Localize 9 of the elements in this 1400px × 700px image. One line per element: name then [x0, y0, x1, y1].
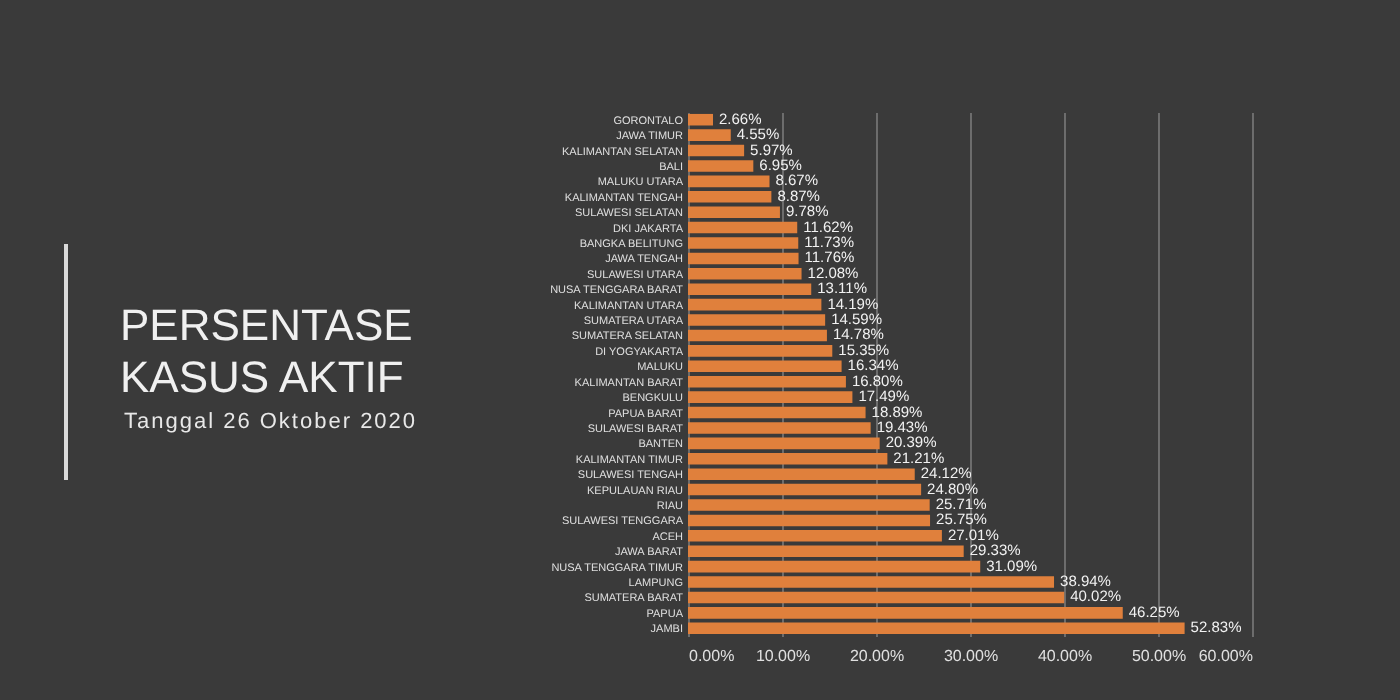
- x-tick-label: 0.00%: [689, 647, 735, 665]
- x-tick-label: 30.00%: [943, 647, 999, 665]
- x-tick-label: 10.00%: [755, 647, 811, 665]
- x-tick-label: 40.00%: [1037, 647, 1093, 665]
- text: Tanggal 26 Oktober 2020: [124, 410, 418, 434]
- x-tick-label: 20.00%: [849, 647, 905, 665]
- x-tick-label: 60.00%: [1198, 647, 1253, 665]
- text: PERSENTASE KASUS AKTIF: [120, 300, 415, 404]
- x-tick-label: 50.00%: [1131, 647, 1187, 665]
